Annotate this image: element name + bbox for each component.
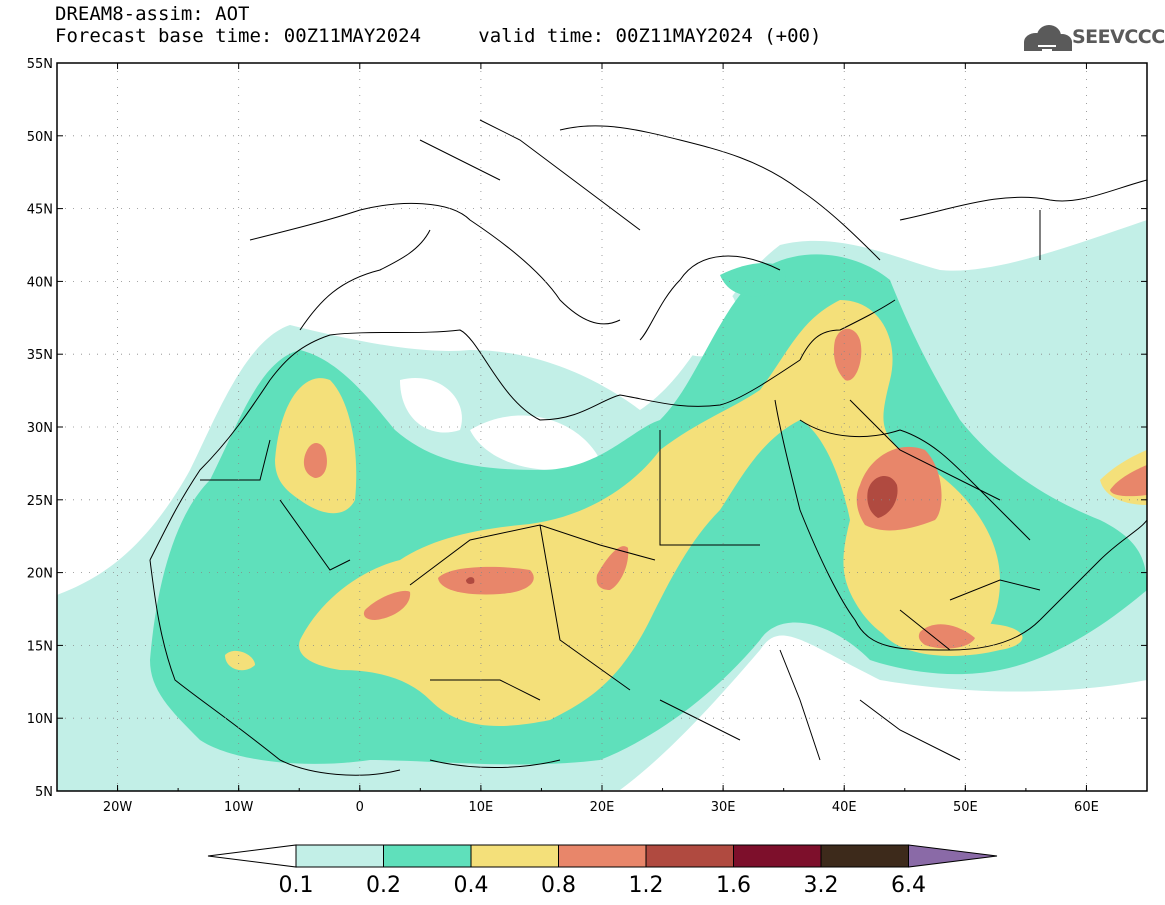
colorbar-label: 3.2 <box>804 873 839 898</box>
lat-tick-label: 15N <box>27 639 53 654</box>
aot-field <box>57 220 1147 791</box>
lat-tick-label: 40N <box>27 275 53 290</box>
valid-time: valid time: 00Z11MAY2024 (+00) <box>478 25 822 47</box>
colorbar-segment <box>295 844 384 868</box>
lon-tick-label: 20E <box>590 800 615 815</box>
colorbar-label: 0.2 <box>366 873 401 898</box>
logo-text: SEEVCCC <box>1072 26 1165 48</box>
colorbar: 0.1 0.2 0.4 0.8 1.2 1.6 3.2 6.4 <box>207 844 998 898</box>
lon-tick-label: 40E <box>832 800 857 815</box>
colorbar-segment <box>558 844 647 868</box>
forecast-base-time: Forecast base time: 00Z11MAY2024 <box>55 25 422 47</box>
lat-tick-label: 30N <box>27 421 53 436</box>
colorbar-segment <box>383 844 472 868</box>
axis-ticks: 55N 50N 45N 40N 35N 30N 25N 20N 15N 10N 5N 20W 10W 0 1… <box>27 57 1148 815</box>
map-title: DREAM8-assim: AOT <box>55 3 250 25</box>
lat-tick-label: 20N <box>27 567 53 582</box>
time-info: Forecast base time: 00Z11MAY2024 valid t… <box>55 25 821 47</box>
colorbar-label: 6.4 <box>891 873 926 898</box>
cloud-icon <box>1024 25 1072 51</box>
lon-tick-label: 50E <box>953 800 978 815</box>
lat-tick-label: 45N <box>27 203 53 218</box>
colorbar-label: 0.1 <box>279 873 314 898</box>
colorbar-over-triangle <box>908 844 998 868</box>
lat-tick-label: 35N <box>27 348 53 363</box>
lat-tick-label: 5N <box>35 785 53 800</box>
colorbar-segment <box>470 844 559 868</box>
aot-band-1-2 <box>466 475 898 584</box>
colorbar-segment <box>820 844 909 868</box>
lat-tick-label: 55N <box>27 57 53 72</box>
lon-tick-label: 30E <box>711 800 736 815</box>
lon-tick-label: 10E <box>469 800 494 815</box>
grid <box>57 63 1147 791</box>
lat-tick-label: 50N <box>27 130 53 145</box>
colorbar-label: 1.6 <box>716 873 751 898</box>
lon-tick-label: 20W <box>103 800 133 815</box>
colorbar-label: 1.2 <box>629 873 664 898</box>
lon-tick-label: 60E <box>1074 800 1099 815</box>
coastlines <box>149 119 1147 776</box>
lat-tick-label: 10N <box>27 712 53 727</box>
colorbar-under-triangle <box>207 844 297 868</box>
lon-tick-label: 0 <box>356 800 364 815</box>
colorbar-label: 0.8 <box>541 873 576 898</box>
colorbar-segment <box>733 844 822 868</box>
lat-tick-label: 25N <box>27 494 53 509</box>
colorbar-label: 0.4 <box>454 873 489 898</box>
logo <box>1024 25 1072 51</box>
colorbar-segment <box>645 844 734 868</box>
lon-tick-label: 10W <box>224 800 254 815</box>
